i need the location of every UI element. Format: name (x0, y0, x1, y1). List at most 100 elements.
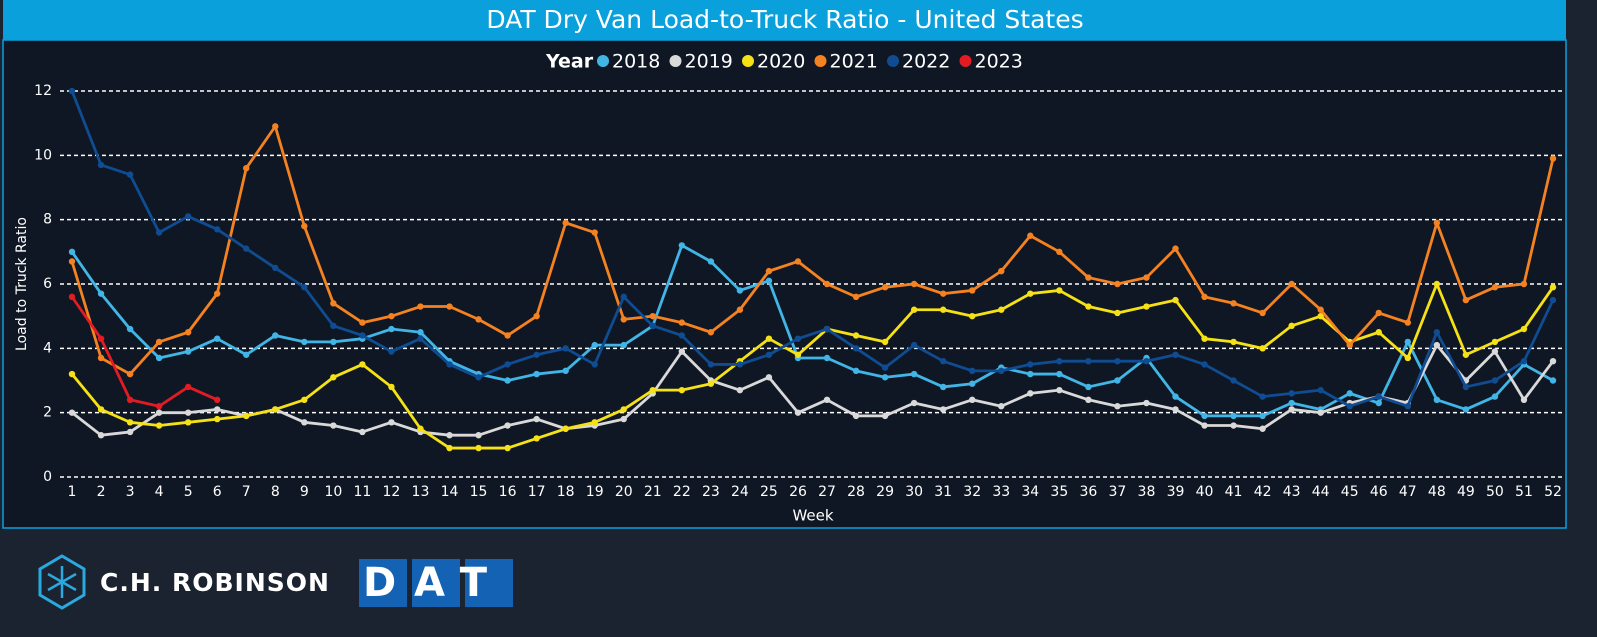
x-tick-label: 12 (383, 484, 401, 500)
legend-label: 2021 (830, 51, 878, 73)
title-bar (3, 0, 1566, 40)
data-point (1201, 335, 1208, 342)
data-point (881, 364, 889, 371)
x-tick-label: 27 (818, 484, 836, 500)
data-point (1404, 319, 1412, 326)
data-point (533, 415, 540, 423)
data-point (1201, 412, 1208, 420)
legend-label: 2019 (685, 51, 733, 73)
data-point (184, 213, 192, 220)
chart-title: DAT Dry Van Load-to-Truck Ratio - United… (486, 5, 1083, 34)
data-point (417, 329, 424, 336)
data-point (213, 396, 221, 403)
x-tick-label: 30 (905, 484, 923, 500)
data-point (184, 383, 192, 391)
legend-label: 2022 (902, 51, 950, 73)
data-point (1056, 370, 1063, 378)
data-point (1143, 303, 1150, 310)
legend-title: Year (545, 51, 594, 73)
x-tick-label: 7 (242, 484, 251, 500)
data-point (1056, 248, 1063, 256)
x-tick-label: 13 (412, 484, 430, 500)
data-point (1462, 383, 1470, 391)
y-tick-label: 6 (43, 276, 52, 292)
data-point (678, 242, 686, 249)
data-point (126, 428, 134, 436)
data-point (823, 354, 831, 362)
data-point (97, 161, 105, 169)
data-point (184, 419, 192, 426)
data-point (359, 361, 366, 368)
data-point (910, 341, 918, 349)
data-point (678, 332, 686, 339)
data-point (1491, 284, 1499, 291)
x-tick-label: 19 (586, 484, 604, 500)
data-point (213, 226, 221, 233)
x-tick-label: 5 (184, 484, 193, 500)
data-point (852, 412, 860, 420)
data-point (126, 325, 134, 333)
data-point (562, 425, 569, 432)
data-point (1056, 386, 1063, 394)
data-point (562, 345, 569, 352)
data-point (1114, 377, 1121, 384)
data-point (736, 287, 744, 294)
data-point (794, 409, 802, 416)
data-point (794, 351, 802, 358)
data-point (1259, 393, 1266, 400)
data-point (1085, 274, 1092, 281)
series-line (70, 124, 1555, 376)
x-tick-label: 6 (213, 484, 222, 500)
data-point (1317, 306, 1324, 313)
data-point (184, 348, 192, 355)
y-tick-label: 8 (43, 212, 52, 228)
dat-box (412, 559, 460, 607)
data-point (910, 399, 918, 407)
data-point (1027, 290, 1034, 297)
x-tick-label: 39 (1167, 484, 1185, 500)
x-tick-label: 37 (1108, 484, 1126, 500)
data-point (301, 396, 308, 403)
data-point (97, 354, 105, 362)
data-point (330, 422, 337, 429)
x-tick-label: 8 (271, 484, 280, 500)
data-point (620, 341, 627, 349)
robinson-logo: C.H. ROBINSON (100, 568, 330, 597)
data-point (533, 435, 540, 442)
data-point (1230, 300, 1237, 307)
x-tick-label: 9 (300, 484, 309, 500)
data-point (678, 319, 686, 326)
data-point (68, 87, 76, 95)
data-point (1288, 322, 1295, 330)
data-point (272, 406, 279, 413)
data-point (243, 412, 250, 420)
x-tick-label: 46 (1370, 484, 1388, 500)
data-point (155, 409, 163, 416)
series-line (70, 282, 1555, 450)
data-point (504, 422, 511, 429)
data-point (1201, 361, 1208, 368)
data-point (998, 267, 1005, 275)
data-point (939, 406, 947, 413)
data-point (475, 444, 482, 452)
data-point (68, 258, 76, 265)
x-tick-label: 21 (644, 484, 662, 500)
data-point (969, 380, 976, 387)
data-point (446, 303, 453, 310)
data-point (852, 332, 860, 339)
data-point (155, 354, 163, 362)
data-point (272, 264, 279, 272)
data-point (1172, 393, 1179, 400)
data-point (155, 338, 163, 346)
x-tick-label: 35 (1050, 484, 1068, 500)
data-point (649, 386, 656, 394)
x-tick-label: 32 (963, 484, 981, 500)
y-tick-label: 12 (34, 83, 52, 99)
data-point (881, 412, 889, 420)
data-point (969, 396, 976, 403)
data-point (388, 419, 395, 426)
data-point (620, 316, 627, 323)
data-point (68, 409, 76, 416)
data-point (1404, 354, 1412, 362)
